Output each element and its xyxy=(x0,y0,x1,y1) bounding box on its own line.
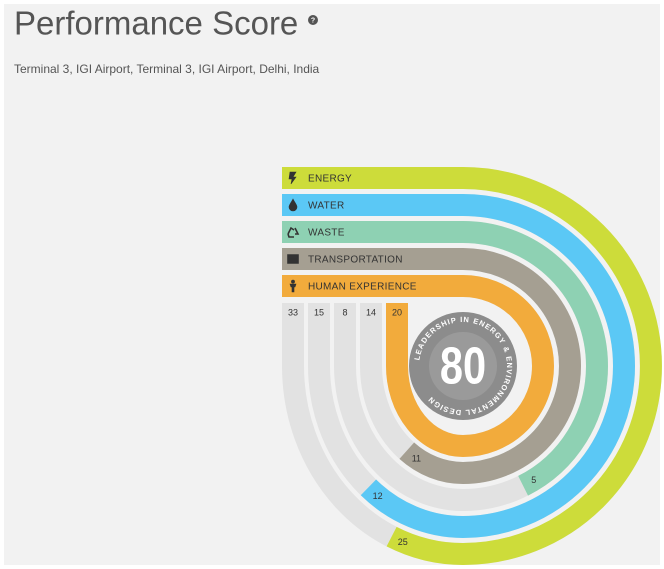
max-label: 14 xyxy=(366,307,376,317)
labels: HUMAN EXPERIENCE 20 11 TRANSPORTATION 14 5 WAS… xyxy=(287,171,536,547)
category-label: ENERGY xyxy=(308,174,352,185)
max-label: 20 xyxy=(392,307,402,317)
badge: LEADERSHIP IN ENERGY & ENVIRONMENTAL DES… xyxy=(409,312,517,420)
category-icon xyxy=(288,198,298,212)
score-label: 11 xyxy=(412,454,421,464)
category-icon xyxy=(287,254,299,264)
ring-progress xyxy=(282,248,581,485)
badge-inner xyxy=(429,332,497,400)
category-icon xyxy=(288,171,297,185)
max-label: 15 xyxy=(314,307,324,317)
rings xyxy=(282,167,662,566)
category-icon xyxy=(287,226,300,238)
ring-progress xyxy=(282,167,662,566)
title: Performance Score xyxy=(14,5,298,42)
help-icon[interactable]: ? xyxy=(308,15,318,25)
ring-progress xyxy=(282,194,635,539)
score-label: 25 xyxy=(398,537,408,547)
ring-progress xyxy=(282,275,554,458)
max-label: 33 xyxy=(288,307,298,317)
score-label: 5 xyxy=(531,475,536,485)
category-label: TRANSPORTATION xyxy=(308,255,403,266)
category-icon xyxy=(289,279,297,293)
ring-progress xyxy=(282,221,608,512)
max-label: 8 xyxy=(342,307,347,317)
svg-text:?: ? xyxy=(311,17,315,24)
badge-score: 80 xyxy=(440,336,486,395)
category-label: WATER xyxy=(308,201,345,212)
subtitle: Terminal 3, IGI Airport, Terminal 3, IGI… xyxy=(14,62,320,76)
category-label: WASTE xyxy=(308,228,345,239)
category-label: HUMAN EXPERIENCE xyxy=(308,282,417,293)
score-label: 12 xyxy=(373,491,383,501)
